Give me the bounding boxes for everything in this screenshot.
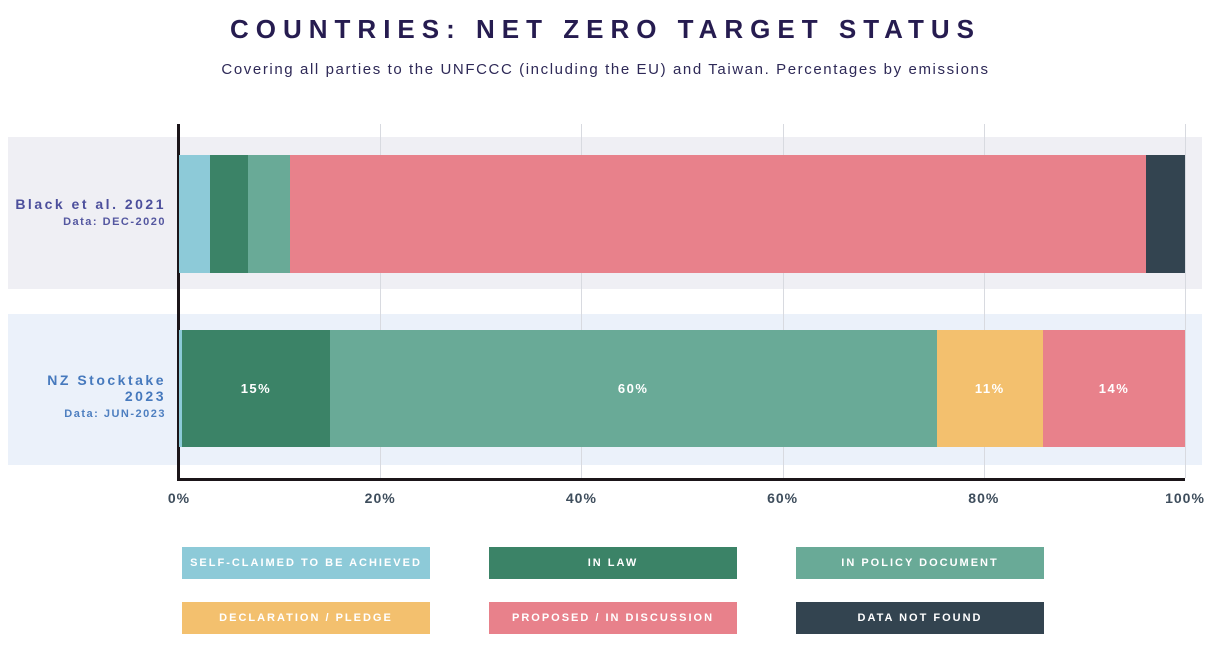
legend-item-in-policy-document: IN POLICY DOCUMENT <box>796 547 1044 579</box>
gridline-100 <box>1185 124 1186 478</box>
y-axis-line <box>177 124 180 481</box>
segment-value-label: 14% <box>1098 381 1130 396</box>
bar-segment-in-policy-document: 60% <box>329 330 937 447</box>
legend-row-0: SELF-CLAIMED TO BE ACHIEVED IN LAW IN POLI… <box>182 547 1044 579</box>
legend-item-label: DATA NOT FOUND <box>857 612 983 624</box>
plot-area <box>179 124 1186 478</box>
legend-item-data-not-found: DATA NOT FOUND <box>796 602 1044 634</box>
gridline-40 <box>581 124 583 478</box>
tick-label-60: 60% <box>767 490 799 506</box>
tick-label-0: 0% <box>167 490 191 506</box>
gridline-80 <box>983 124 985 478</box>
gridline-20 <box>380 124 382 478</box>
tick-label-20: 20% <box>364 490 396 506</box>
segment-value-label: 15% <box>240 381 272 396</box>
legend-item-self-claimed-to-be-achieved: SELF-CLAIMED TO BE ACHIEVED <box>182 547 430 579</box>
row-label-black-et-al: Black et al. 2021 Data: DEC-2020 <box>8 196 166 228</box>
legend-item-in-law: IN LAW <box>489 547 737 579</box>
legend-item-label: SELF-CLAIMED TO BE ACHIEVED <box>190 557 422 569</box>
row-label-title: NZ Stocktake 2023 <box>47 372 166 404</box>
row-label-data-note: Data: JUN-2023 <box>64 408 166 420</box>
bar-segment-data-not-found <box>1145 155 1185 273</box>
row-label-nz-stocktake: NZ Stocktake 2023 Data: JUN-2023 <box>8 372 166 420</box>
x-axis-ticks: 0% 20% 40% 60% 80% 100% <box>168 490 1204 508</box>
bar-segment-proposed-in-discussion <box>289 155 1146 273</box>
tick-label-40: 40% <box>565 490 597 506</box>
legend-item-label: PROPOSED / IN DISCUSSION <box>511 612 715 624</box>
gridline-60 <box>782 124 784 478</box>
segment-value-label: 60% <box>617 381 649 396</box>
segment-value-label: 11% <box>974 381 1005 396</box>
row-label-data-note: Data: DEC-2020 <box>63 216 166 228</box>
bar-row-0 <box>179 155 1185 273</box>
bar-row-1: 15% 60% 11% 14% <box>179 330 1185 447</box>
legend-row-1: DECLARATION / PLEDGE PROPOSED / IN DISCUS… <box>182 602 1044 634</box>
chart-subtitle: Covering all parties to the UNFCCC (incl… <box>221 61 990 78</box>
chart-title: COUNTRIES: NET ZERO TARGET STATUS <box>230 14 981 44</box>
bar-segment-self-claimed-to-be-achieved <box>179 330 183 447</box>
legend-item-label: IN LAW <box>587 557 639 569</box>
legend-item-declaration-pledge: DECLARATION / PLEDGE <box>182 602 430 634</box>
tick-label-100: 100% <box>1165 490 1205 506</box>
legend-item-label: IN POLICY DOCUMENT <box>841 557 999 569</box>
bar-segment-in-policy-document <box>248 155 290 273</box>
bar-segment-self-claimed-to-be-achieved <box>179 155 211 273</box>
bar-segment-proposed-in-discussion: 14% <box>1043 330 1185 447</box>
bar-segment-declaration-pledge: 11% <box>936 330 1044 447</box>
x-axis-line <box>177 478 1185 481</box>
row-label-title: Black et al. 2021 <box>15 196 166 212</box>
legend-item-proposed-in-discussion: PROPOSED / IN DISCUSSION <box>489 602 737 634</box>
bar-segment-in-law: 15% <box>182 330 330 447</box>
bar-segment-in-law <box>210 155 249 273</box>
legend-item-label: DECLARATION / PLEDGE <box>219 612 393 624</box>
tick-label-80: 80% <box>968 490 1000 506</box>
